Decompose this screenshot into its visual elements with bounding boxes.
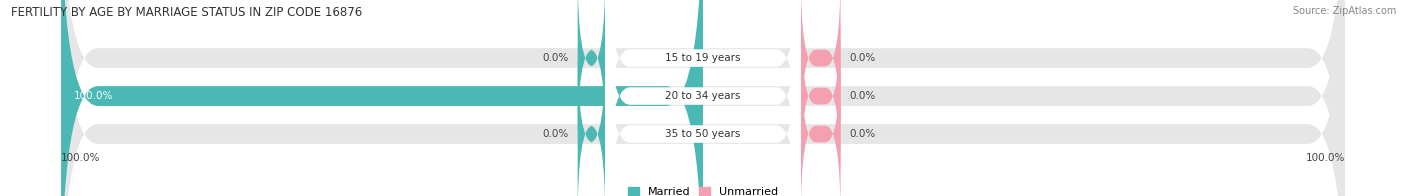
Text: 100.0%: 100.0% bbox=[73, 91, 112, 101]
FancyBboxPatch shape bbox=[605, 0, 801, 196]
Text: Source: ZipAtlas.com: Source: ZipAtlas.com bbox=[1292, 6, 1396, 16]
Text: 100.0%: 100.0% bbox=[60, 152, 100, 162]
FancyBboxPatch shape bbox=[60, 0, 1346, 196]
Text: 100.0%: 100.0% bbox=[1306, 152, 1346, 162]
Text: FERTILITY BY AGE BY MARRIAGE STATUS IN ZIP CODE 16876: FERTILITY BY AGE BY MARRIAGE STATUS IN Z… bbox=[11, 6, 363, 19]
FancyBboxPatch shape bbox=[605, 0, 801, 196]
Text: 20 to 34 years: 20 to 34 years bbox=[665, 91, 741, 101]
FancyBboxPatch shape bbox=[60, 0, 703, 196]
FancyBboxPatch shape bbox=[60, 0, 1346, 196]
Text: 35 to 50 years: 35 to 50 years bbox=[665, 129, 741, 139]
Text: 0.0%: 0.0% bbox=[543, 129, 568, 139]
FancyBboxPatch shape bbox=[801, 47, 841, 196]
Text: 0.0%: 0.0% bbox=[849, 91, 876, 101]
Text: 15 to 19 years: 15 to 19 years bbox=[665, 53, 741, 63]
Text: 0.0%: 0.0% bbox=[849, 129, 876, 139]
Text: 0.0%: 0.0% bbox=[543, 53, 568, 63]
FancyBboxPatch shape bbox=[605, 0, 801, 196]
FancyBboxPatch shape bbox=[60, 0, 1346, 196]
FancyBboxPatch shape bbox=[801, 0, 841, 145]
FancyBboxPatch shape bbox=[578, 47, 605, 196]
Text: 0.0%: 0.0% bbox=[849, 53, 876, 63]
Legend: Married, Unmarried: Married, Unmarried bbox=[627, 187, 779, 196]
FancyBboxPatch shape bbox=[578, 0, 605, 145]
FancyBboxPatch shape bbox=[801, 9, 841, 183]
